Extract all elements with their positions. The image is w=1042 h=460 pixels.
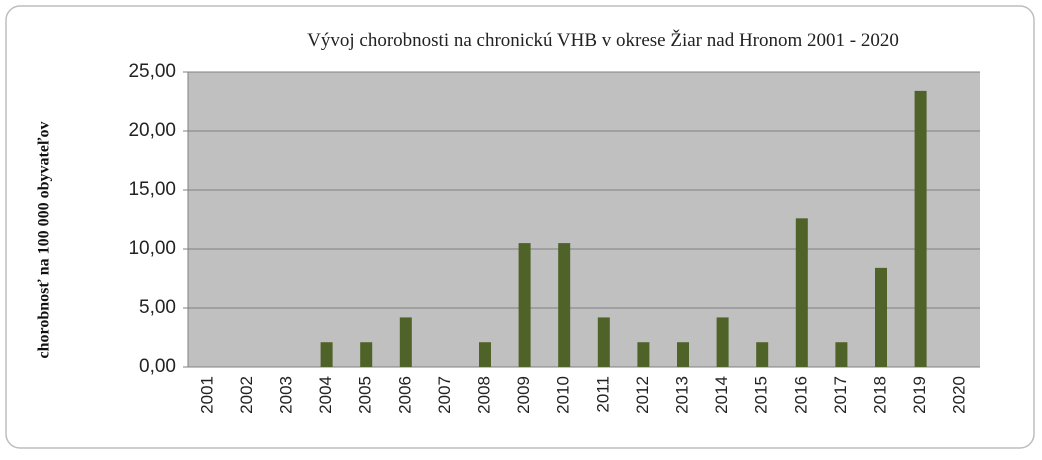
x-tick-label: 2015 [752,376,771,414]
bar [756,342,769,367]
x-tick-label: 2004 [316,376,335,414]
bar [835,342,848,367]
bar [637,342,650,367]
bar [360,342,373,367]
bar [597,317,610,367]
bar [479,342,491,367]
x-tick-label: 2001 [197,376,216,414]
bar [399,317,412,367]
x-tick-label: 2006 [395,376,414,414]
bar [558,243,571,367]
x-tick-label: 2014 [712,376,731,414]
bar [914,90,927,367]
y-tick-label: 10,00 [128,238,176,259]
x-tick-label: 2010 [554,376,573,414]
x-tick-label: 2017 [831,376,850,414]
y-axis-label: chorobnosť na 100 000 obyvateľov [36,122,53,359]
y-tick-label: 20,00 [128,120,176,141]
bar [518,243,531,367]
plot-area [188,72,980,367]
x-tick-label: 2020 [950,376,969,414]
bar [320,342,333,367]
x-tick-label: 2003 [276,376,295,414]
y-tick-label: 25,00 [128,61,176,82]
y-tick-label: 0,00 [139,356,176,377]
x-tick-label: 2009 [514,376,533,414]
x-tick-label: 2011 [593,376,612,413]
bar [677,342,689,367]
x-tick-label: 2012 [633,376,652,414]
x-tick-label: 2005 [356,376,375,414]
x-tick-label: 2008 [474,376,493,414]
y-tick-label: 15,00 [128,179,176,200]
x-tick-label: 2013 [672,376,691,414]
x-tick-label: 2018 [870,376,889,414]
x-tick-label: 2002 [237,376,256,414]
y-tick-label: 5,00 [139,297,176,318]
x-tick-label: 2016 [791,376,810,414]
chart-title: Vývoj chorobnosti na chronickú VHB v okr… [307,30,899,51]
bar [716,317,729,367]
x-tick-label: 2019 [910,376,929,414]
x-tick-label: 2007 [435,376,454,414]
bar [795,218,808,367]
bar [875,267,887,367]
